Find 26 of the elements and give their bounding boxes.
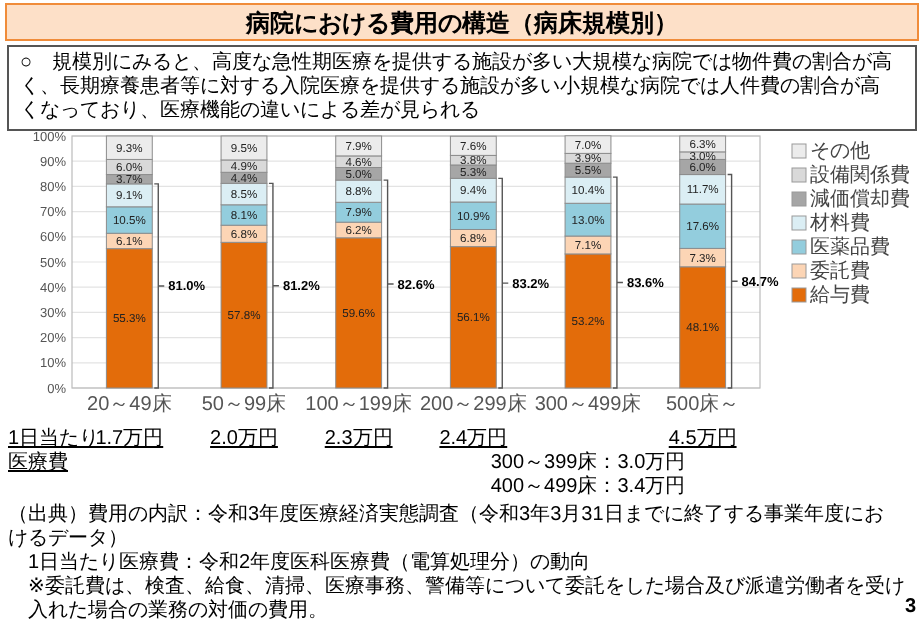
text: 4.5万円 [668,428,737,450]
x-tick-label: 20～49床 [87,392,172,416]
text: 3 [904,596,917,618]
text: ※委託費は、検査、給食、清掃、医療事務、警備等について委託をした場合及び派遣労働者を受け入れた場合の業務の対価の費用。 [28,574,905,622]
text: 300～399床：3.0万円 [490,450,686,474]
text: （出典）費用の内訳：令和3年度医療経済実態調査（令和3年3月31日までに終了する事業年度におけるデータ） [8,502,884,550]
x-tick-label: 200～299床 [419,392,527,416]
text: 1.7万円 [95,428,164,450]
text: 1日当たり医療費：令和2年度医科医療費（電算処理分）の動向 [28,550,591,574]
legend-label: 材料費 [808,211,870,235]
text: 2.3万円 [324,428,393,450]
legend-label: 給与費 [808,283,870,307]
legend-label: 委託費 [810,259,870,283]
x-tick-label: 300～499床 [534,392,642,416]
text: 2.0万円 [210,428,278,450]
legend-label: 医薬品費 [810,235,890,259]
x-tick-label: 100～199床 [305,392,413,416]
text: 2.4万円 [439,428,508,450]
legend-label: その他 [810,139,870,163]
legend-label: 設備関係費 [810,163,910,187]
chart-title: 病院における費用の構造（病床規模別） [244,9,678,37]
x-tick-label: 500床～ [665,392,740,416]
text: 400～499床：3.4万円 [490,474,686,498]
legend-label: 減価償却費 [810,187,910,211]
x-tick-label: 50～99床 [201,392,287,416]
chart-subtitle: ○ 規模別にみると、高度な急性期医療を提供する施設が多い大規模な病院では物件費の割合が高く、長期療養患者等に対する入院医療を提供する施設が多い小規模な病院では人件費の割合が高くなっており、医療機能の違いによる差が見られる [20,50,893,122]
